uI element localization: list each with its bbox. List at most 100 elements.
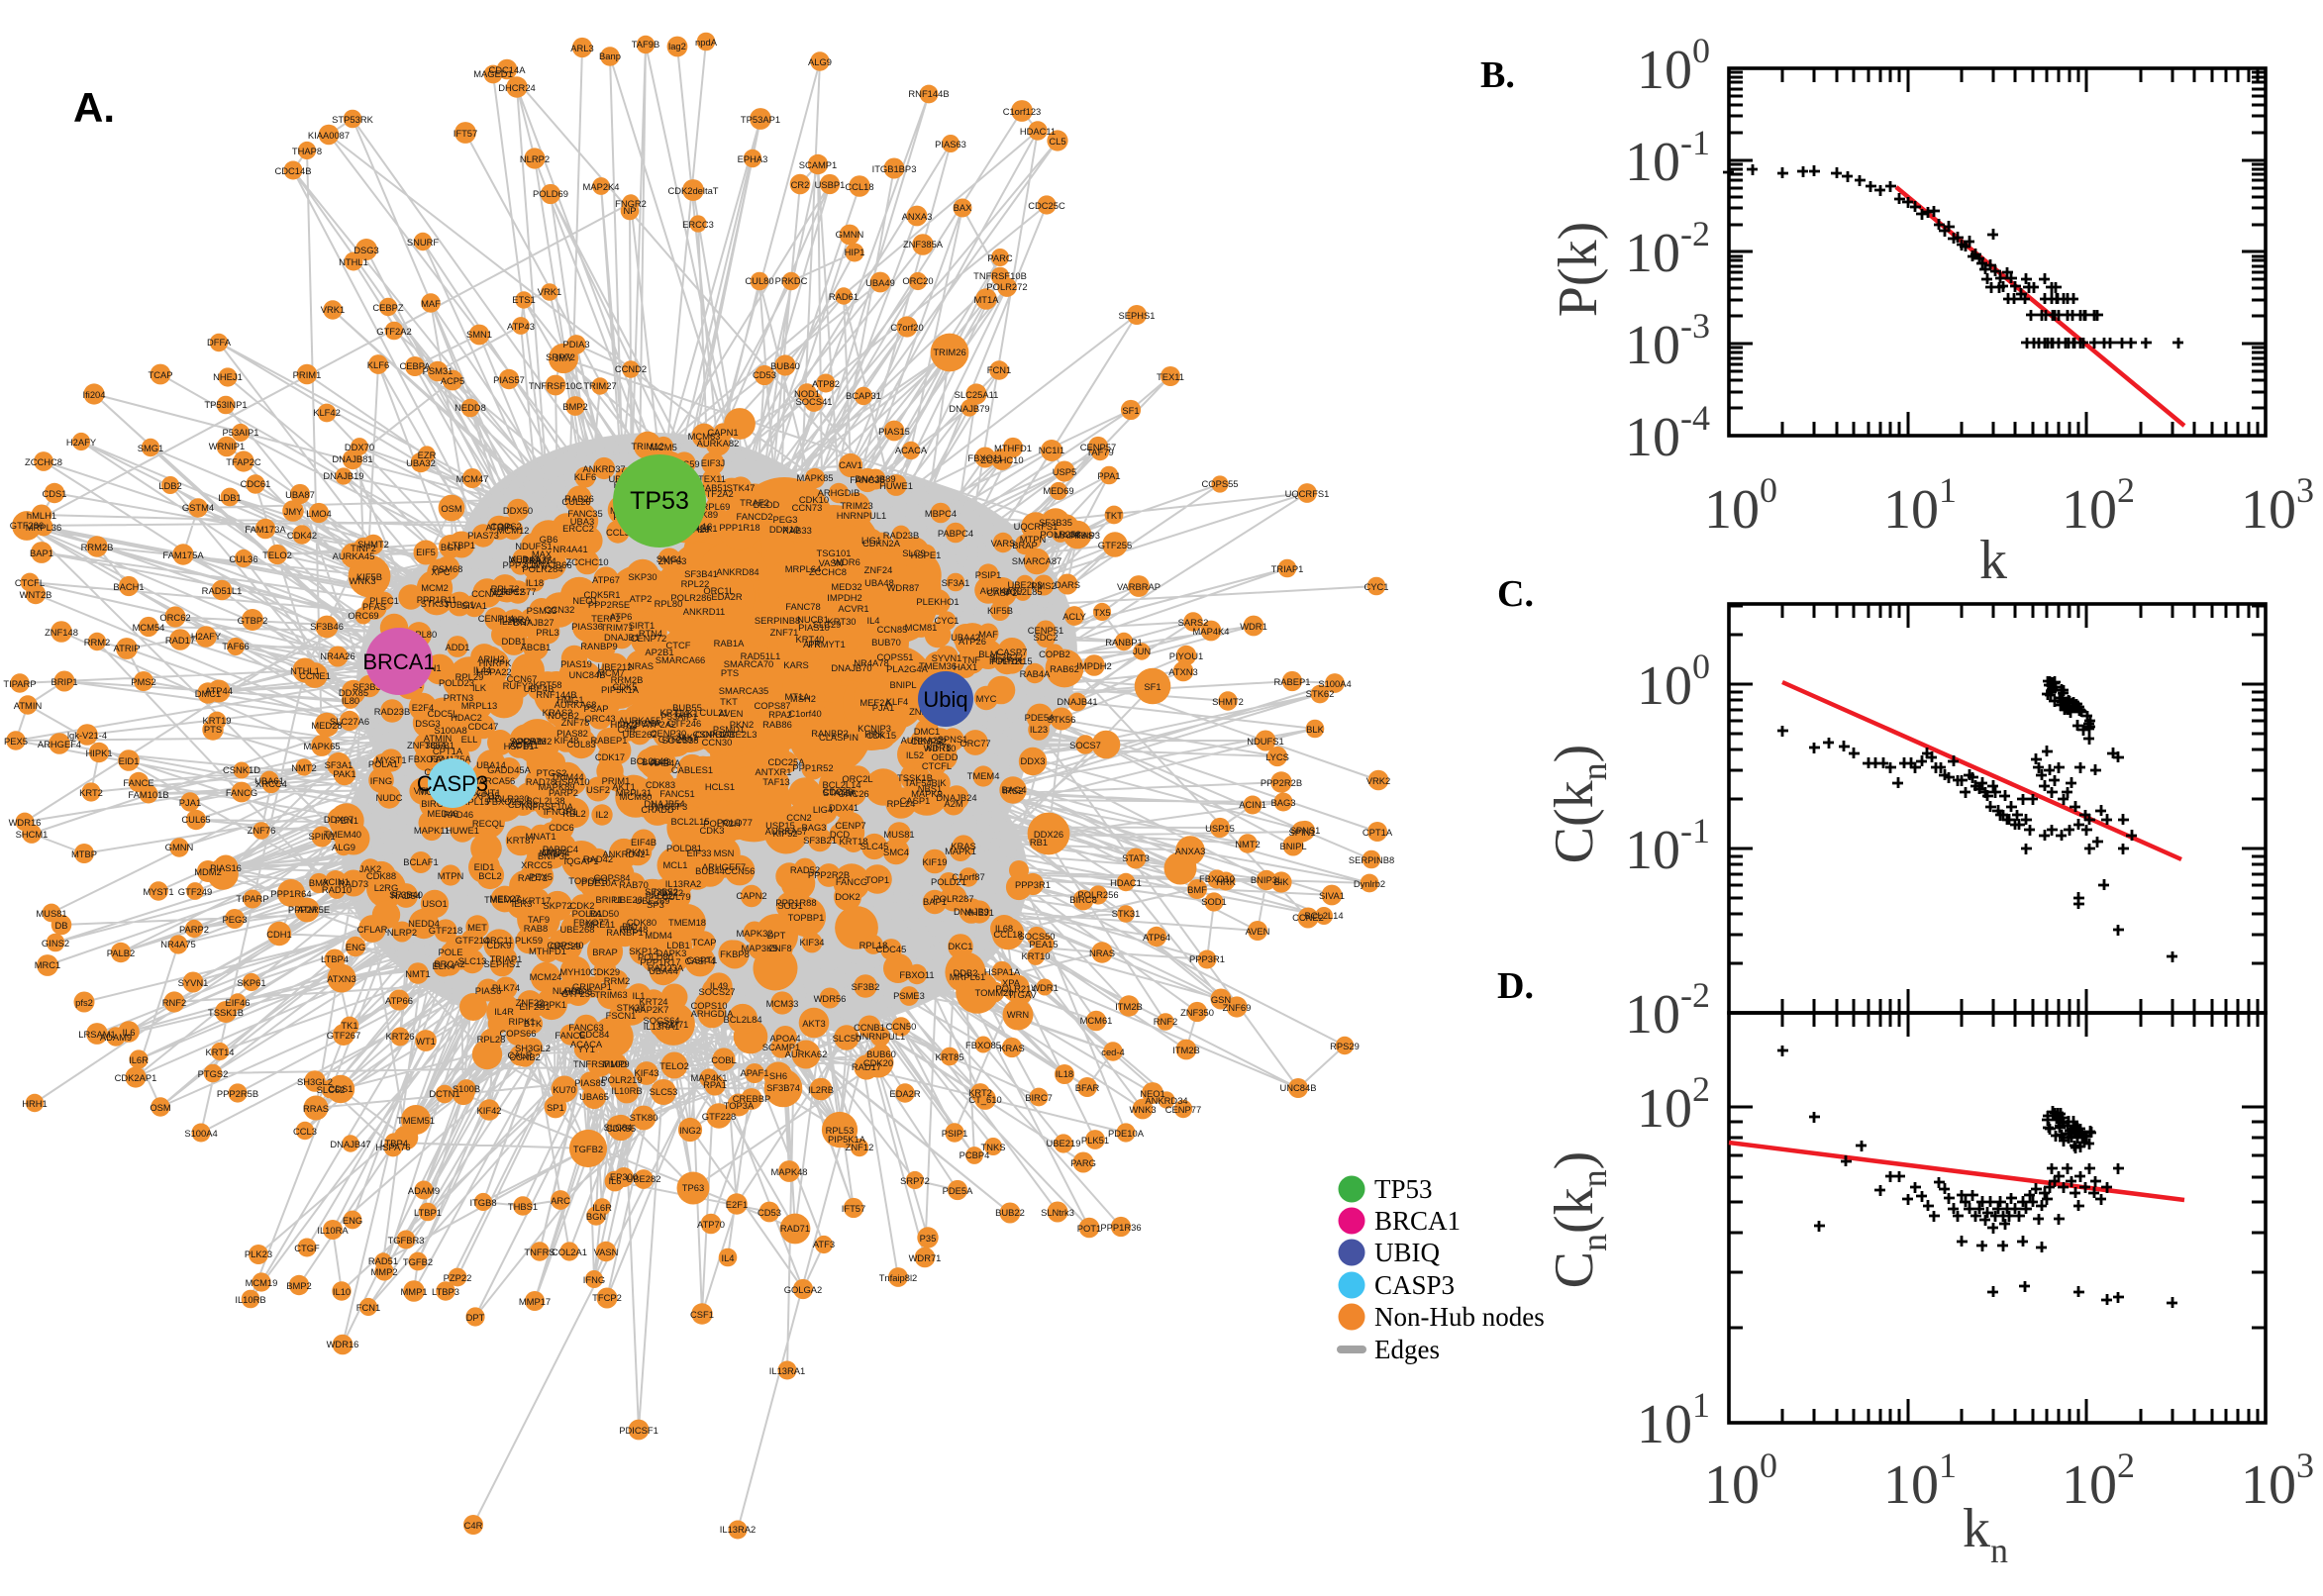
svg-text:AURKA62: AURKA62 xyxy=(785,1048,828,1059)
svg-text:TNFRS: TNFRS xyxy=(524,1247,555,1257)
svg-text:CDC45: CDC45 xyxy=(876,944,907,954)
svg-text:DEDD: DEDD xyxy=(754,499,780,510)
svg-text:S100B: S100B xyxy=(453,1083,480,1094)
svg-text:CENP57: CENP57 xyxy=(1080,442,1116,452)
svg-text:PPP2R5B: PPP2R5B xyxy=(217,1088,258,1099)
svg-text:POLD80: POLD80 xyxy=(638,951,673,962)
svg-text:BUB55: BUB55 xyxy=(672,702,702,713)
svg-text:POLR219: POLR219 xyxy=(601,1074,642,1085)
svg-text:KRAS: KRAS xyxy=(999,1043,1025,1053)
svg-text:POLR214: POLR214 xyxy=(995,983,1036,994)
svg-text:ELK1: ELK1 xyxy=(676,708,699,719)
svg-text:WRN: WRN xyxy=(1007,1009,1029,1020)
svg-text:PKN2: PKN2 xyxy=(730,719,755,730)
svg-text:CYC1: CYC1 xyxy=(1364,581,1388,592)
svg-text:AVEN: AVEN xyxy=(719,708,744,719)
svg-text:PSM71: PSM71 xyxy=(658,1019,689,1030)
svg-text:IL10RA: IL10RA xyxy=(499,614,531,625)
svg-text:NDUFS1: NDUFS1 xyxy=(515,541,553,551)
svg-text:D.: D. xyxy=(1497,965,1534,1007)
svg-text:PIAS82: PIAS82 xyxy=(556,728,588,739)
svg-text:IL6R: IL6R xyxy=(592,1202,612,1213)
svg-text:CPT1A: CPT1A xyxy=(433,746,463,756)
svg-text:ATP82: ATP82 xyxy=(812,378,840,389)
svg-text:BRAP: BRAP xyxy=(1012,540,1038,550)
svg-text:KRT58: KRT58 xyxy=(533,679,561,690)
svg-text:PPP2R5E: PPP2R5E xyxy=(288,904,330,915)
svg-text:MCM54: MCM54 xyxy=(133,622,165,633)
svg-text:RABEP1: RABEP1 xyxy=(1274,676,1311,687)
svg-text:POLR2L: POLR2L xyxy=(989,655,1025,666)
svg-text:PIAS16: PIAS16 xyxy=(210,862,242,873)
svg-text:CAV1: CAV1 xyxy=(839,459,862,470)
svg-text:BMX: BMX xyxy=(309,877,330,888)
svg-text:IL2RG: IL2RG xyxy=(499,616,526,627)
svg-text:RTN4: RTN4 xyxy=(639,628,662,639)
svg-text:RIPK1: RIPK1 xyxy=(508,1016,535,1027)
svg-text:RAD23B: RAD23B xyxy=(374,706,410,717)
svg-text:COPS2: COPS2 xyxy=(490,521,522,532)
svg-text:IL18: IL18 xyxy=(526,577,544,588)
svg-text:RASSF3: RASSF3 xyxy=(652,801,687,812)
svg-text:TELO2: TELO2 xyxy=(262,549,292,560)
svg-text:BCL2L85: BCL2L85 xyxy=(1003,586,1042,597)
svg-text:LYCS: LYCS xyxy=(1265,751,1289,762)
svg-text:BCL2: BCL2 xyxy=(478,870,501,881)
svg-text:SLNtrk3: SLNtrk3 xyxy=(1041,1207,1074,1218)
svg-text:RPL72: RPL72 xyxy=(491,583,520,594)
svg-text:RAB4A: RAB4A xyxy=(1020,668,1051,679)
svg-text:SLC45: SLC45 xyxy=(860,841,889,851)
svg-text:ORC43: ORC43 xyxy=(584,713,615,724)
svg-text:SCAMP1: SCAMP1 xyxy=(762,1042,801,1052)
svg-text:GTF255: GTF255 xyxy=(1098,540,1132,550)
svg-text:KIF78: KIF78 xyxy=(926,742,951,752)
svg-text:BAG4: BAG4 xyxy=(1001,784,1026,795)
svg-text:BCAP31: BCAP31 xyxy=(846,390,881,401)
svg-text:KIAA0087: KIAA0087 xyxy=(308,130,350,141)
svg-text:CTCFL: CTCFL xyxy=(922,760,952,771)
svg-text:BGN: BGN xyxy=(586,1211,606,1222)
svg-text:AURKA22: AURKA22 xyxy=(901,735,944,746)
svg-text:KARS: KARS xyxy=(783,659,809,670)
svg-text:CRADD: CRADD xyxy=(641,804,674,815)
svg-text:SMARCA35: SMARCA35 xyxy=(719,685,769,696)
svg-text:B.: B. xyxy=(1480,54,1515,96)
svg-text:TRIM63: TRIM63 xyxy=(594,989,627,1000)
svg-text:KIF48: KIF48 xyxy=(554,735,578,746)
svg-text:PEX5: PEX5 xyxy=(529,871,553,882)
svg-text:DDX50: DDX50 xyxy=(503,505,533,516)
svg-text:STK56: STK56 xyxy=(1048,714,1076,725)
svg-text:FEN1: FEN1 xyxy=(335,815,358,826)
svg-text:RPL15: RPL15 xyxy=(461,796,490,807)
svg-text:SLC53: SLC53 xyxy=(650,1086,678,1097)
svg-text:CUL21: CUL21 xyxy=(699,707,728,718)
svg-text:PSM33: PSM33 xyxy=(527,605,557,616)
svg-text:XRCC4: XRCC4 xyxy=(255,778,287,789)
svg-text:IL68: IL68 xyxy=(995,923,1013,934)
svg-text:ATP67: ATP67 xyxy=(592,574,620,585)
svg-text:ATP2: ATP2 xyxy=(630,593,653,604)
svg-text:THAP8: THAP8 xyxy=(292,146,322,156)
svg-text:SOCS50: SOCS50 xyxy=(1019,931,1056,942)
svg-text:FANC78: FANC78 xyxy=(785,601,820,612)
svg-text:EPPK1: EPPK1 xyxy=(537,999,566,1010)
svg-text:IL13RA1: IL13RA1 xyxy=(769,1365,805,1376)
svg-text:BNIP3L: BNIP3L xyxy=(538,850,569,861)
svg-text:WRNIP1: WRNIP1 xyxy=(209,441,245,451)
svg-text:PLEC1: PLEC1 xyxy=(369,595,399,606)
svg-text:RAB62: RAB62 xyxy=(1050,663,1079,674)
svg-text:NHEJ1: NHEJ1 xyxy=(964,907,994,918)
svg-text:WDR1: WDR1 xyxy=(1240,621,1267,632)
svg-text:CD53: CD53 xyxy=(753,369,776,380)
svg-text:GTF228: GTF228 xyxy=(702,1111,736,1122)
svg-text:USP5: USP5 xyxy=(1053,466,1077,477)
svg-text:TNFRSF10D: TNFRSF10D xyxy=(573,1058,627,1069)
svg-text:SRP72: SRP72 xyxy=(900,1175,930,1186)
svg-text:ABCB1: ABCB1 xyxy=(521,642,552,652)
svg-text:TP63: TP63 xyxy=(682,1182,704,1193)
svg-text:IL13RA2: IL13RA2 xyxy=(665,878,701,889)
svg-text:NOD1: NOD1 xyxy=(794,388,820,399)
svg-text:TMEM40: TMEM40 xyxy=(324,829,361,840)
svg-text:FANCD2: FANCD2 xyxy=(737,511,773,522)
svg-text:GTF214: GTF214 xyxy=(455,935,489,946)
